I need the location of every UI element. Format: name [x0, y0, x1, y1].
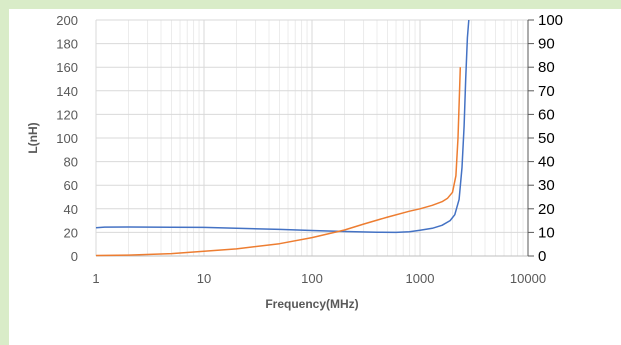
y2-tick-label: 0 — [538, 248, 546, 265]
y-tick-label: 60 — [64, 178, 78, 193]
x-axis-title: Frequency(MHz) — [265, 297, 358, 311]
series-line-1 — [95, 19, 470, 234]
y2-tick-label: 60 — [538, 106, 555, 123]
x-tick-label: 1000 — [406, 271, 435, 286]
y2-tick-label: 40 — [538, 154, 555, 171]
y-tick-label: 100 — [56, 131, 78, 146]
y-tick-label: 20 — [64, 225, 78, 240]
y2-tick-label: 50 — [538, 130, 555, 147]
y-tick-label: 80 — [64, 155, 78, 170]
y-axis-title: L(nH) — [26, 122, 40, 153]
y-tick-label: 140 — [56, 84, 78, 99]
tick-labels: 1 10 100 1000 100000204060801001201401601802… — [56, 12, 563, 286]
y2-tick-label: 70 — [538, 83, 555, 100]
axes — [96, 19, 534, 257]
y2-tick-label: 30 — [538, 177, 555, 194]
y2-tick-label: 100 — [538, 12, 563, 29]
x-tick-label: 10000 — [510, 271, 546, 286]
y-tick-label: 180 — [56, 37, 78, 52]
y-tick-label: 0 — [71, 249, 78, 264]
y-tick-label: 40 — [64, 202, 78, 217]
y-tick-label: 120 — [56, 107, 78, 122]
series-line-2 — [95, 67, 462, 257]
y2-tick-label: 20 — [538, 201, 555, 218]
x-tick-label: 10 — [197, 271, 211, 286]
y-tick-label: 160 — [56, 60, 78, 75]
y2-tick-label: 80 — [538, 59, 555, 76]
y2-tick-label: 10 — [538, 224, 555, 241]
x-tick-label: 1 — [92, 271, 99, 286]
y2-tick-label: 90 — [538, 36, 555, 53]
chart-panel: 1 10 100 1000 10000 0 20 40 60 80 100 120 140 160 180 2… — [9, 9, 621, 345]
inductance-chart: 1 10 100 1000 100000204060801001201401601802… — [26, 12, 563, 311]
series-group — [95, 19, 470, 257]
y-tick-label: 200 — [56, 13, 78, 28]
x-tick-label: 100 — [301, 271, 323, 286]
